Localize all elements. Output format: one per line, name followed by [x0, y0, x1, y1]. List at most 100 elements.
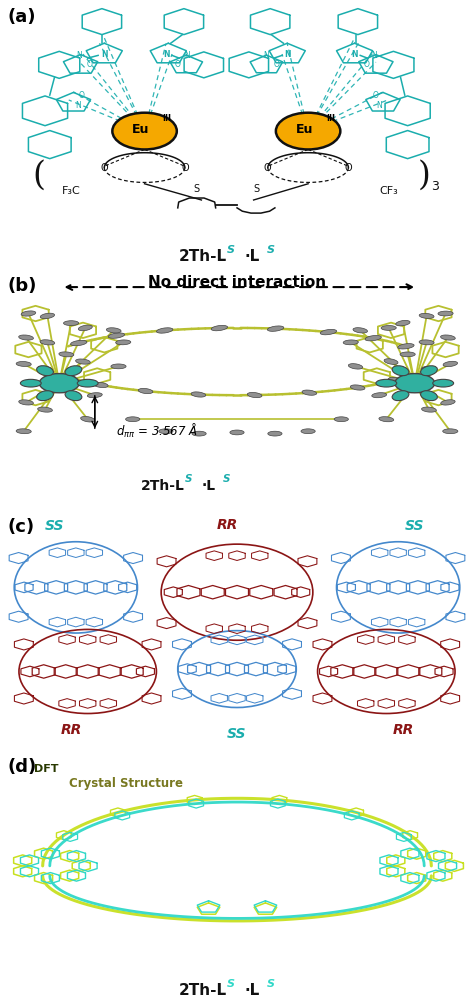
Text: N: N	[284, 50, 291, 58]
Ellipse shape	[111, 364, 126, 368]
Ellipse shape	[108, 333, 125, 338]
Text: O: O	[175, 60, 181, 69]
Text: N: N	[184, 51, 190, 60]
Ellipse shape	[353, 327, 368, 333]
Text: O: O	[181, 162, 189, 172]
Text: ·L: ·L	[245, 983, 260, 998]
Text: S: S	[227, 245, 235, 255]
Ellipse shape	[395, 320, 410, 325]
Text: RR: RR	[61, 724, 82, 738]
Circle shape	[276, 113, 340, 149]
Text: DFT: DFT	[34, 764, 59, 774]
Ellipse shape	[344, 339, 358, 345]
Ellipse shape	[61, 374, 75, 379]
Ellipse shape	[400, 352, 415, 356]
Text: RR: RR	[392, 724, 413, 738]
Ellipse shape	[59, 351, 74, 357]
Text: S: S	[267, 245, 275, 255]
Ellipse shape	[438, 311, 453, 316]
Text: O: O	[364, 60, 369, 69]
Text: ): )	[418, 160, 431, 191]
Text: O: O	[100, 162, 108, 172]
Ellipse shape	[372, 392, 387, 397]
Text: ·L: ·L	[201, 479, 216, 493]
Ellipse shape	[38, 407, 52, 412]
Text: SS: SS	[227, 727, 247, 741]
Ellipse shape	[65, 390, 82, 400]
Text: O: O	[87, 60, 93, 69]
Text: N: N	[376, 101, 382, 110]
Ellipse shape	[433, 379, 454, 387]
Ellipse shape	[334, 416, 348, 421]
Text: N: N	[351, 50, 358, 58]
Ellipse shape	[421, 366, 437, 371]
Ellipse shape	[420, 390, 438, 400]
Ellipse shape	[320, 329, 337, 334]
Ellipse shape	[267, 326, 284, 331]
Ellipse shape	[392, 390, 409, 400]
Ellipse shape	[159, 428, 173, 433]
Text: ·L: ·L	[245, 249, 260, 264]
Ellipse shape	[350, 385, 365, 390]
Ellipse shape	[348, 363, 363, 369]
Ellipse shape	[268, 431, 282, 436]
Ellipse shape	[40, 339, 55, 345]
Text: O: O	[345, 162, 352, 172]
Text: S: S	[194, 184, 200, 194]
Text: N: N	[101, 50, 108, 58]
Ellipse shape	[138, 388, 153, 393]
Text: RR: RR	[217, 518, 238, 532]
Ellipse shape	[379, 416, 393, 421]
Text: 3: 3	[431, 180, 439, 193]
Text: S: S	[267, 979, 275, 989]
Text: S: S	[185, 474, 192, 484]
Text: $d_{\pi\pi}$ = 3.567 Å: $d_{\pi\pi}$ = 3.567 Å	[116, 422, 198, 440]
Ellipse shape	[36, 390, 54, 400]
Ellipse shape	[211, 325, 228, 330]
Text: CF₃: CF₃	[379, 185, 398, 195]
Ellipse shape	[16, 428, 31, 433]
Ellipse shape	[65, 365, 82, 375]
Ellipse shape	[36, 365, 54, 375]
Ellipse shape	[365, 335, 382, 341]
Ellipse shape	[383, 359, 399, 364]
Ellipse shape	[21, 311, 36, 316]
Text: O: O	[264, 162, 272, 172]
Ellipse shape	[78, 325, 93, 330]
Text: SS: SS	[45, 520, 64, 534]
Text: (a): (a)	[7, 8, 36, 26]
Text: N: N	[164, 50, 170, 58]
Text: N: N	[76, 51, 82, 60]
Text: (: (	[32, 160, 46, 191]
Ellipse shape	[75, 359, 91, 364]
Text: (b): (b)	[7, 277, 36, 295]
Ellipse shape	[38, 366, 52, 371]
Ellipse shape	[230, 430, 244, 434]
Text: 2Th-L: 2Th-L	[141, 479, 185, 493]
Ellipse shape	[398, 343, 414, 349]
Ellipse shape	[156, 327, 173, 333]
Ellipse shape	[443, 361, 457, 366]
Ellipse shape	[419, 313, 434, 318]
Text: SS: SS	[405, 520, 425, 534]
Ellipse shape	[126, 416, 140, 421]
Ellipse shape	[422, 407, 436, 412]
Ellipse shape	[302, 390, 317, 395]
Ellipse shape	[191, 391, 206, 397]
Text: S: S	[253, 184, 259, 194]
Text: (c): (c)	[7, 518, 34, 536]
Circle shape	[112, 113, 177, 149]
Ellipse shape	[18, 400, 34, 404]
Ellipse shape	[39, 373, 79, 392]
Text: N: N	[264, 51, 269, 60]
Text: O: O	[373, 91, 379, 100]
Text: F₃C: F₃C	[62, 185, 81, 195]
Ellipse shape	[18, 335, 34, 340]
Ellipse shape	[395, 373, 435, 392]
Ellipse shape	[392, 365, 409, 375]
Text: (d): (d)	[7, 759, 36, 776]
Text: Eu: Eu	[296, 123, 313, 136]
Ellipse shape	[88, 392, 102, 398]
Ellipse shape	[93, 382, 108, 387]
Text: N: N	[75, 101, 81, 110]
